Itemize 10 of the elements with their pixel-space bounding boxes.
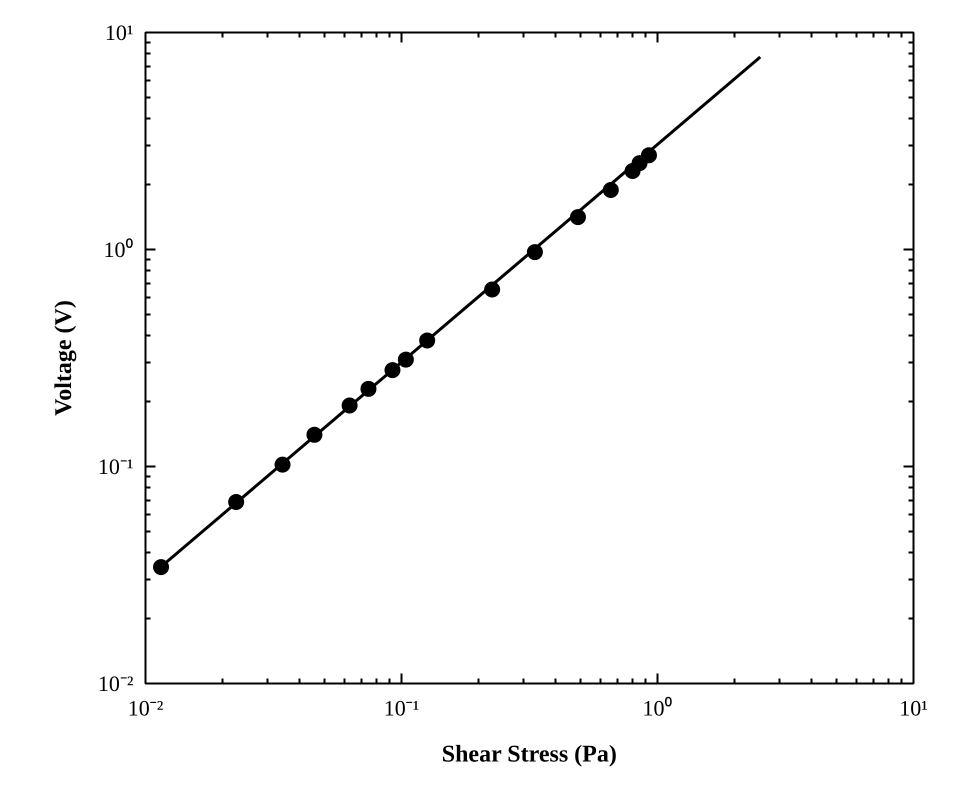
x-tick-label: 10⁰	[642, 696, 672, 720]
y-tick-label: 10⁰	[104, 237, 134, 262]
x-tick-label: 10¹	[899, 696, 928, 720]
y-tick-label: 10¹	[104, 20, 134, 45]
x-tick-label: 10⁻¹	[384, 696, 420, 720]
x-tick-label: 10⁻²	[128, 696, 164, 720]
y-tick-label: 10⁻¹	[98, 454, 134, 479]
y-tick-label: 10⁻²	[98, 671, 134, 696]
x-axis-title: Shear Stress (Pa)	[442, 742, 617, 768]
y-axis-title: Voltage (V)	[50, 300, 77, 416]
